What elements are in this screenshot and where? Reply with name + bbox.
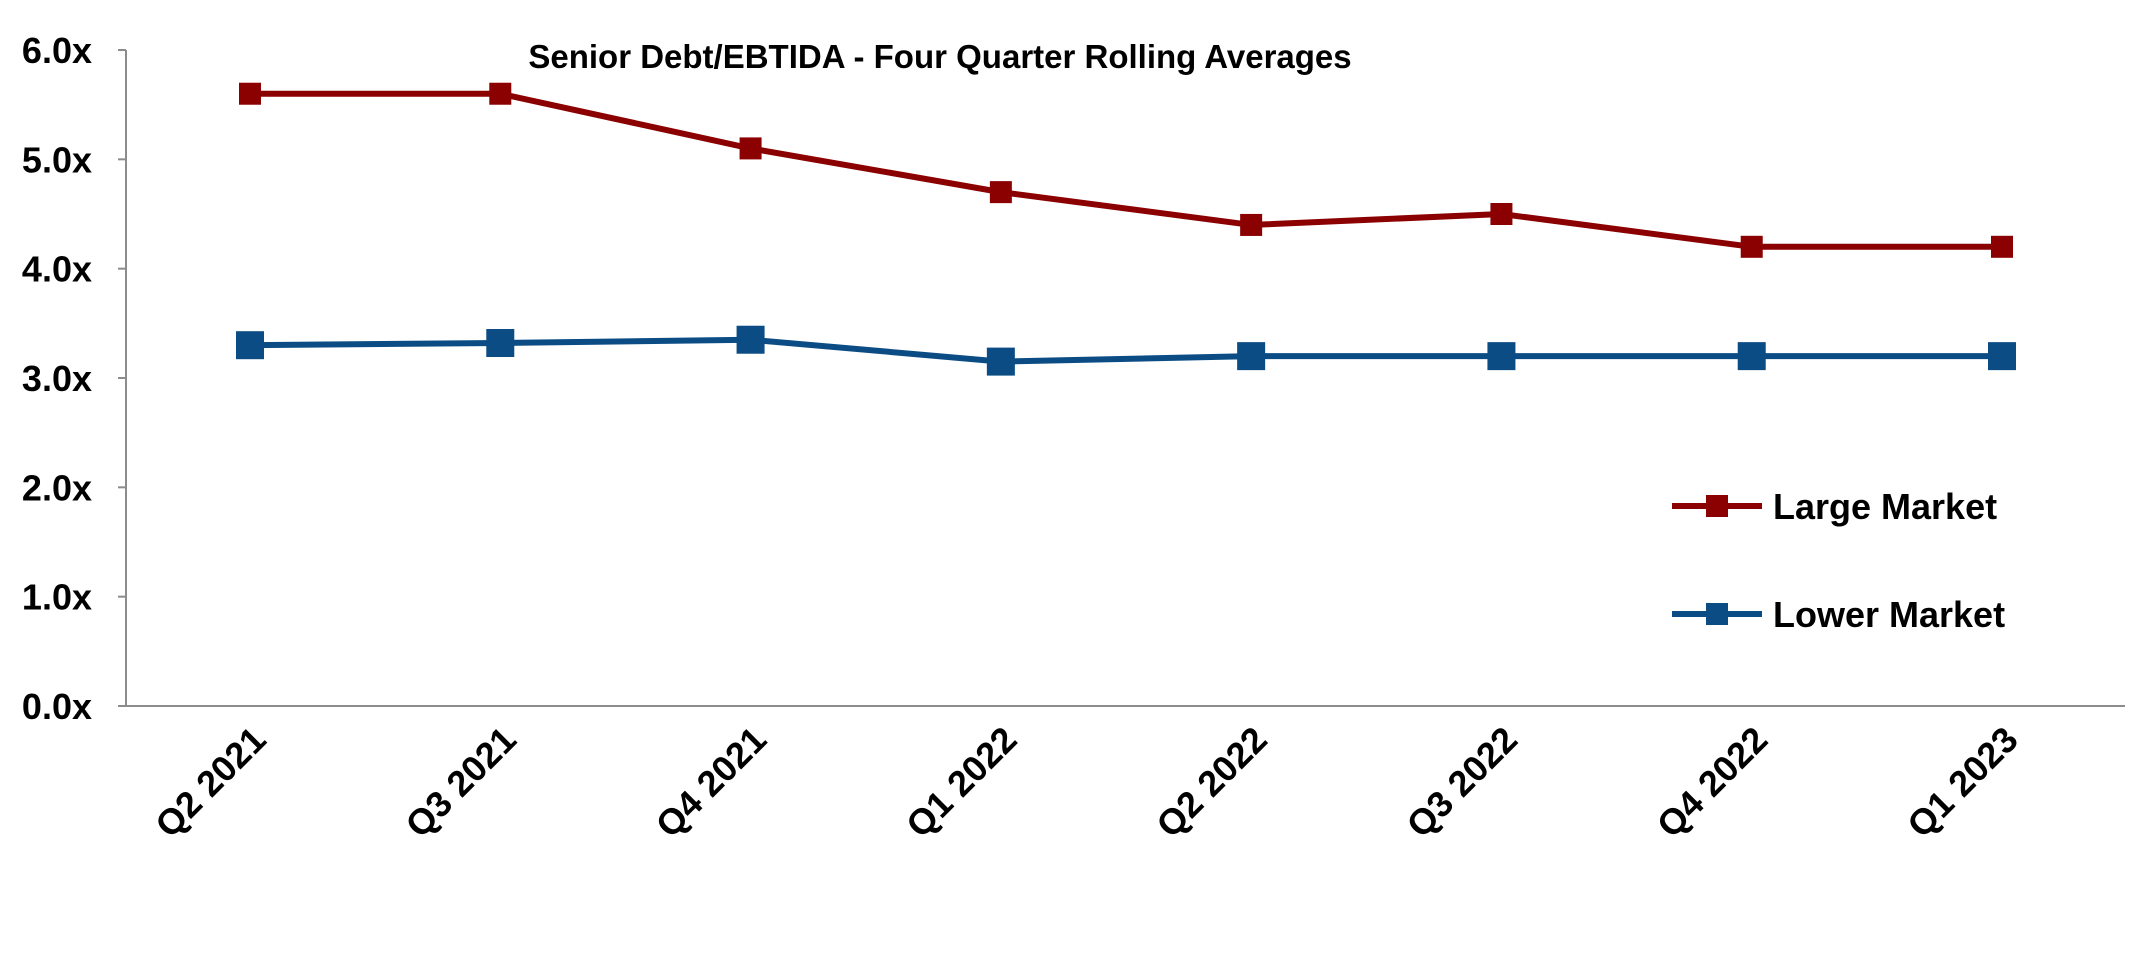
x-tick-label: Q2 2021: [147, 719, 274, 846]
data-point: [236, 331, 264, 360]
y-tick-label: 3.0x: [22, 358, 92, 399]
y-tick-label: 4.0x: [22, 249, 92, 290]
data-point: [986, 347, 1015, 376]
legend-label: Large Market: [1773, 486, 1997, 527]
data-point: [1487, 342, 1516, 371]
data-point: [1490, 203, 1513, 225]
data-point: [1737, 342, 1766, 371]
x-tick-label: Q3 2022: [1398, 719, 1525, 846]
data-point: [489, 82, 512, 105]
x-tick-label: Q1 2023: [1899, 719, 2026, 846]
axes: 0.0x 1.0x 2.0x 3.0x 4.0x 5.0x 6.0x Q2 2021 Q3 20…: [22, 30, 2125, 845]
x-tick-label: Q3 2021: [397, 719, 524, 846]
series-lower-market: [236, 325, 2016, 376]
data-point: [1237, 342, 1266, 371]
y-tick-label: 0.0x: [22, 686, 92, 727]
legend-item: Lower Market: [1672, 594, 2005, 635]
chart-title: Senior Debt/EBTIDA - Four Quarter Rollin…: [528, 38, 1351, 75]
data-point: [239, 82, 261, 105]
legend-item: Large Market: [1672, 486, 1997, 527]
y-tick-label: 5.0x: [22, 139, 92, 180]
y-tick-label: 6.0x: [22, 30, 92, 71]
legend: Large Market Lower Market: [1672, 486, 2005, 635]
data-point: [989, 181, 1012, 204]
data-point: [736, 325, 765, 354]
series-large-market: [239, 82, 2013, 258]
series-line: [249, 336, 2002, 365]
data-point: [1740, 235, 1763, 258]
legend-swatch-marker: [1706, 495, 1728, 517]
data-point: [1991, 235, 2013, 258]
y-tick-label: 2.0x: [22, 467, 92, 508]
data-point: [1240, 213, 1263, 236]
x-tick-label: Q4 2022: [1649, 719, 1776, 846]
series-layer: [236, 82, 2016, 376]
x-tick-label: Q4 2021: [648, 719, 775, 846]
legend-swatch-marker: [1706, 603, 1728, 625]
x-tick-label: Q1 2022: [898, 719, 1025, 846]
data-point: [1988, 342, 2016, 371]
data-point: [486, 329, 515, 358]
y-tick-label: 1.0x: [22, 577, 92, 618]
series-line: [250, 90, 2002, 250]
data-point: [739, 137, 762, 160]
legend-label: Lower Market: [1773, 594, 2005, 635]
x-tick-label: Q2 2022: [1148, 719, 1275, 846]
